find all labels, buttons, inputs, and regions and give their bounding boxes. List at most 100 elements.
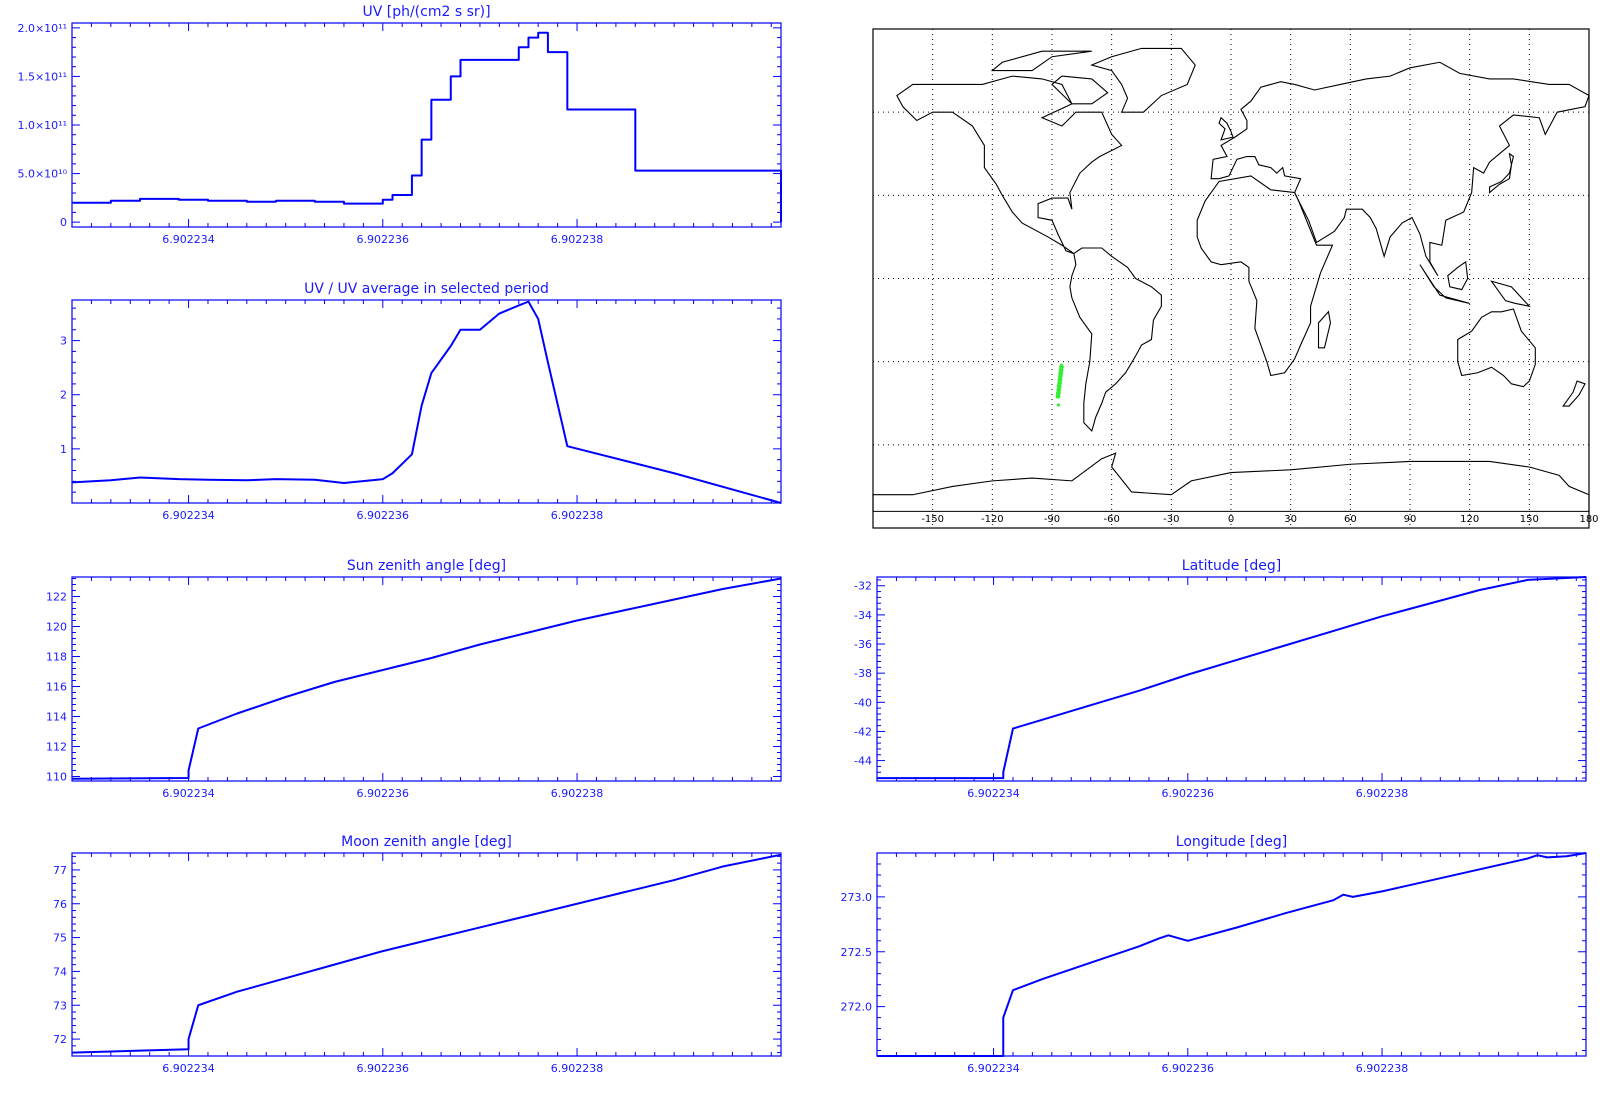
- y-tick-label: 74: [53, 965, 67, 978]
- y-tick-label: -34: [854, 609, 872, 622]
- coastline-japan: [1489, 152, 1515, 194]
- map-lon-label: 180: [1579, 514, 1598, 525]
- x-tick-label: 6.902238: [551, 1062, 604, 1075]
- x-tick-label: 6.902238: [551, 787, 604, 800]
- plot-frame: [876, 852, 1587, 1057]
- map-lon-label: 0: [1228, 514, 1234, 525]
- y-tick-label: 114: [46, 711, 67, 724]
- y-tick-label: 76: [53, 898, 67, 911]
- y-tick-label: 75: [53, 932, 67, 945]
- chart-panel-2: UV / UV average in selected period 6.9022…: [60, 281, 782, 522]
- map-lon-label: -60: [1103, 514, 1119, 525]
- chart-panel-1: UV [ph/(cm2 s sr)] 6.902234 6.902236 6.9022…: [17, 4, 782, 246]
- y-tick-label: 5.0×10¹⁰: [17, 168, 67, 181]
- y-tick-label: 1.5×10¹¹: [17, 70, 67, 83]
- x-tick-label: 6.902234: [162, 787, 215, 800]
- world-map-panel: -150 -120 -90 -60 -30 0 30 60 90 120 150 180: [872, 28, 1599, 529]
- x-tick-label: 6.902238: [551, 509, 604, 522]
- y-tick-label: 2.0×10¹¹: [17, 22, 67, 35]
- map-lon-label: -90: [1044, 514, 1060, 525]
- satellite-track: [1055, 363, 1064, 407]
- y-tick-label: 1: [60, 443, 67, 456]
- coastline-antarctica: [872, 452, 1590, 512]
- x-tick-label: 6.902236: [357, 509, 410, 522]
- map-lon-label: 120: [1460, 514, 1479, 525]
- chart-panel-5: Latitude [deg] 6.902234 6.902236 6.902238 -4…: [854, 558, 1587, 800]
- x-tick-label: 6.902234: [162, 233, 215, 246]
- x-tick-label: 6.902236: [1162, 787, 1215, 800]
- coastline-new-guinea: [1490, 280, 1531, 308]
- chart-panel-6: Longitude [deg] 6.902234 6.902236 6.902238 2…: [841, 834, 1587, 1075]
- chart-title: UV / UV average in selected period: [304, 281, 549, 297]
- data-series-line: [71, 853, 782, 1054]
- coastline-borneo: [1447, 260, 1469, 291]
- data-series-line: [877, 576, 1587, 780]
- chart-title: Latitude [deg]: [1182, 558, 1281, 574]
- track-point: [1056, 403, 1061, 407]
- coastline-north-america: [896, 75, 1123, 255]
- x-tick-label: 6.902238: [1356, 1062, 1409, 1075]
- coastline-arctic-islands: [990, 50, 1092, 72]
- plot-frame: [71, 22, 782, 228]
- map-lon-label: -150: [921, 514, 944, 525]
- data-series-line: [71, 300, 782, 504]
- x-tick-label: 6.902238: [551, 233, 604, 246]
- data-series-line: [71, 577, 782, 780]
- x-tick-label: 6.902238: [1356, 787, 1409, 800]
- coastlines: [872, 47, 1590, 512]
- y-tick-label: 73: [53, 999, 67, 1012]
- coastline-baffin: [1051, 75, 1109, 105]
- plot-frame: [71, 852, 782, 1057]
- coastline-new-zealand: [1562, 380, 1586, 407]
- x-tick-label: 6.902234: [162, 509, 215, 522]
- y-tick-label: 2: [60, 389, 67, 402]
- map-lon-label: 60: [1344, 514, 1357, 525]
- map-frame: [872, 28, 1590, 529]
- y-tick-label: 112: [46, 741, 67, 754]
- chart-title: UV [ph/(cm2 s sr)]: [362, 4, 490, 20]
- chart-title: Sun zenith angle [deg]: [347, 558, 506, 574]
- coastline-africa: [1196, 175, 1334, 377]
- y-tick-label: -42: [854, 725, 872, 738]
- y-tick-label: 273.0: [841, 891, 873, 904]
- y-tick-label: -44: [854, 755, 872, 768]
- y-tick-label: 118: [46, 651, 67, 664]
- plot-frame: [71, 299, 782, 504]
- coastline-madagascar: [1317, 310, 1332, 349]
- y-tick-label: 272.0: [841, 1001, 873, 1014]
- coastline-greenland: [1090, 47, 1196, 113]
- x-tick-label: 6.902236: [357, 1062, 410, 1075]
- chart-title: Longitude [deg]: [1176, 834, 1287, 850]
- chart-panel-4: Moon zenith angle [deg] 6.902234 6.902236 6…: [53, 834, 782, 1075]
- coastline-australia: [1457, 308, 1536, 388]
- y-tick-label: -32: [854, 580, 872, 593]
- track-point: [1059, 363, 1064, 367]
- x-tick-label: 6.902236: [1162, 1062, 1215, 1075]
- y-tick-label: 72: [53, 1033, 67, 1046]
- map-lon-label: 30: [1284, 514, 1297, 525]
- plot-frame: [876, 576, 1587, 782]
- x-tick-label: 6.902234: [967, 1062, 1020, 1075]
- chart-panel-3: Sun zenith angle [deg] 6.902234 6.902236 6.…: [46, 558, 782, 800]
- y-tick-label: -38: [854, 667, 872, 680]
- y-tick-label: 122: [46, 591, 67, 604]
- map-lon-label: 150: [1520, 514, 1539, 525]
- y-tick-label: 1.0×10¹¹: [17, 119, 67, 132]
- y-tick-label: 3: [60, 335, 67, 348]
- map-lon-label: -120: [981, 514, 1004, 525]
- y-tick-label: 110: [46, 771, 67, 784]
- coastline-indonesia: [1419, 264, 1470, 304]
- line-plots: UV [ph/(cm2 s sr)] 6.902234 6.902236 6.9022…: [17, 4, 1587, 1075]
- y-tick-label: 77: [53, 864, 67, 877]
- data-series-line: [72, 31, 782, 223]
- y-tick-label: 0: [60, 216, 67, 229]
- track-line: [1056, 366, 1064, 397]
- map-lon-label: -30: [1163, 514, 1179, 525]
- y-tick-label: -40: [854, 696, 872, 709]
- data-series-line: [877, 852, 1587, 1057]
- map-lon-label: 90: [1404, 514, 1417, 525]
- coastline-uk: [1218, 116, 1234, 141]
- y-tick-label: -36: [854, 638, 872, 651]
- x-tick-label: 6.902234: [162, 1062, 215, 1075]
